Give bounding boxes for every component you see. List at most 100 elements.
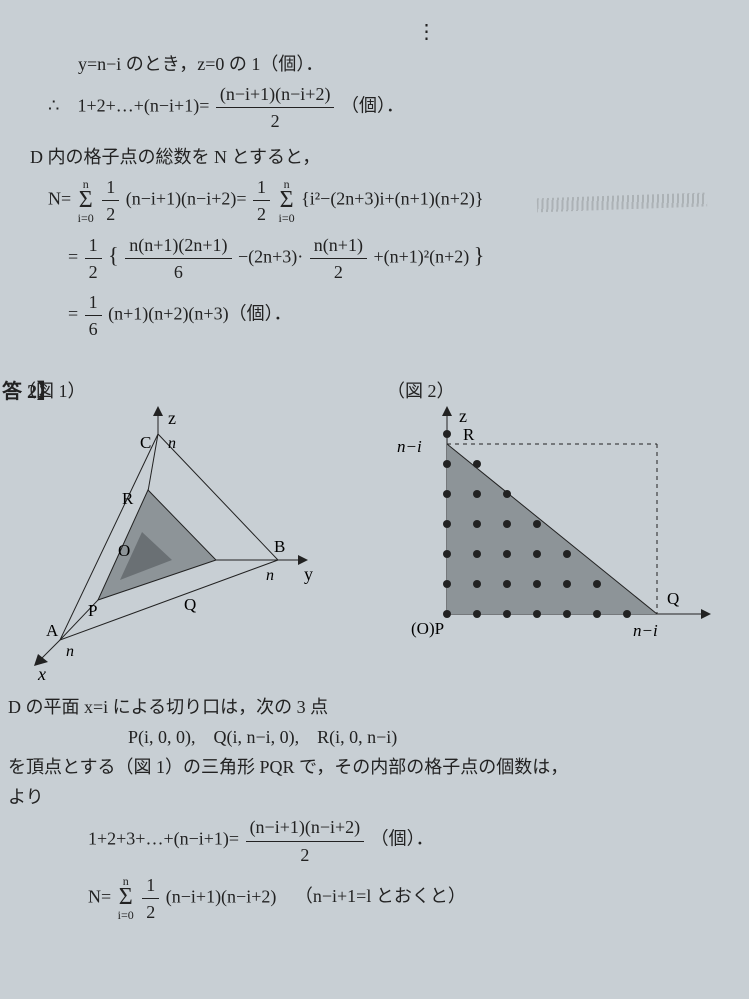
text: (n−i+1)(n−i+2)= — [126, 189, 247, 209]
lattice-dot — [473, 580, 481, 588]
lattice-dot — [473, 490, 481, 498]
text: = — [68, 246, 78, 266]
figure-2-svg: z R n−i Q n−i (O)P — [377, 404, 737, 654]
answer-label: 答 2】 — [2, 378, 57, 407]
text: 1+2+3+…+(n−i+1)= — [88, 829, 239, 849]
text: N= — [88, 886, 111, 906]
arrowhead-icon — [442, 406, 452, 416]
fraction: 1 2 — [85, 232, 102, 285]
sigma: n Σ i=0 — [78, 178, 94, 224]
numerator: (n−i+1)(n−i+2) — [216, 81, 335, 108]
text: −(2n+3)· — [238, 246, 303, 266]
text-line: D の平面 x=i による切り口は，次の 3 点 — [8, 694, 737, 720]
denominator: 2 — [253, 201, 270, 227]
equation-line: N= n Σ i=0 1 2 (n−i+1)(n−i+2)= 1 2 n Σ i… — [48, 174, 737, 227]
figure-1: （図 1） — [8, 378, 367, 684]
fraction: 1 2 — [102, 174, 119, 227]
text-line: y=n−i のとき，z=0 の 1（個）． — [78, 51, 737, 77]
lattice-dot — [443, 550, 451, 558]
lattice-dot — [533, 520, 541, 528]
text: +(n+1)²(n+2) — [373, 246, 469, 266]
label-O: O — [118, 541, 130, 560]
text: ∴ 1+2+…+(n−i+1)= — [48, 96, 209, 116]
arrowhead-icon — [153, 406, 163, 416]
text: (n+1)(n+2)(n+3)（個）． — [108, 303, 291, 323]
equation-line: ∴ 1+2+…+(n−i+1)= (n−i+1)(n−i+2) 2 （個）． — [48, 81, 737, 134]
axis-label-x: x — [37, 664, 46, 684]
lattice-dot — [473, 610, 481, 618]
numerator: 1 — [85, 232, 102, 259]
lattice-dot — [593, 580, 601, 588]
figure-label: （図 1） — [18, 378, 367, 404]
brace-right: } — [474, 242, 485, 267]
arrowhead-icon — [701, 609, 711, 619]
lattice-dot — [533, 580, 541, 588]
text-line: P(i, 0, 0), Q(i, n−i, 0), R(i, 0, n−i) — [128, 724, 737, 750]
text: （n−i+1=l とおくと） — [295, 886, 466, 906]
sigma: n Σ i=0 — [279, 178, 295, 224]
figure-label: （図 2） — [387, 378, 737, 404]
denominator: 2 — [246, 842, 365, 868]
fraction: (n−i+1)(n−i+2) 2 — [246, 814, 365, 867]
numerator: (n−i+1)(n−i+2) — [246, 814, 365, 841]
text: （個）． — [371, 829, 434, 849]
answer-section: 答 2】 （図 1） — [8, 378, 737, 925]
label-C: C — [140, 433, 151, 452]
text: N= — [48, 189, 71, 209]
vertical-dots: ⋮ — [118, 18, 737, 47]
lattice-dot — [503, 610, 511, 618]
denominator: 6 — [125, 259, 231, 285]
fraction: (n−i+1)(n−i+2) 2 — [216, 81, 335, 134]
page: ⋮ y=n−i のとき，z=0 の 1（個）． ∴ 1+2+…+(n−i+1)=… — [0, 0, 749, 941]
brace-left: { — [108, 242, 119, 267]
denominator: 2 — [310, 259, 367, 285]
text-line: より — [8, 784, 737, 810]
lattice-dot — [443, 430, 451, 438]
denominator: 6 — [85, 316, 102, 342]
lattice-dot — [443, 460, 451, 468]
lattice-dot — [443, 520, 451, 528]
denominator: 2 — [102, 201, 119, 227]
text: （個）． — [341, 96, 404, 116]
lattice-dot — [503, 580, 511, 588]
inner-triangle — [98, 490, 216, 600]
text: = — [68, 303, 78, 323]
sigma-icon: Σ — [279, 190, 295, 212]
lattice-dot — [563, 550, 571, 558]
fraction: n(n+1)(2n+1) 6 — [125, 232, 231, 285]
equation-line: = 1 6 (n+1)(n+2)(n+3)（個）． — [68, 289, 737, 342]
sum-bot: i=0 — [78, 212, 94, 224]
lattice-dot — [563, 610, 571, 618]
lattice-dot — [473, 460, 481, 468]
numerator: 1 — [142, 872, 159, 899]
lattice-dot — [503, 520, 511, 528]
label-n: n — [266, 567, 274, 584]
fraction: 1 2 — [253, 174, 270, 227]
lattice-dot — [623, 610, 631, 618]
label-Q: Q — [667, 589, 679, 608]
numerator: 1 — [102, 174, 119, 201]
sigma: n Σ i=0 — [118, 875, 134, 921]
lattice-dot — [443, 580, 451, 588]
lattice-dot — [533, 550, 541, 558]
lattice-dot — [473, 520, 481, 528]
denominator: 2 — [142, 899, 159, 925]
denominator: 2 — [216, 108, 335, 134]
denominator: 2 — [85, 259, 102, 285]
lattice-dot — [593, 610, 601, 618]
lattice-dot — [443, 610, 451, 618]
numerator: n(n+1)(2n+1) — [125, 232, 231, 259]
lattice-dot — [503, 490, 511, 498]
equation-line: N= n Σ i=0 1 2 (n−i+1)(n−i+2) （n−i+1=l と… — [88, 872, 737, 925]
numerator: n(n+1) — [310, 232, 367, 259]
numerator: 1 — [253, 174, 270, 201]
numerator: 1 — [85, 289, 102, 316]
sigma-icon: Σ — [118, 887, 134, 909]
figures-row: （図 1） — [8, 378, 737, 684]
text: {i²−(2n+3)i+(n+1)(n+2)} — [301, 189, 483, 209]
equation-line: 1+2+3+…+(n−i+1)= (n−i+1)(n−i+2) 2 （個）． — [88, 814, 737, 867]
label-R: R — [463, 425, 475, 444]
lattice-dot — [563, 580, 571, 588]
lattice-dot — [473, 550, 481, 558]
label-P: P — [88, 601, 97, 620]
